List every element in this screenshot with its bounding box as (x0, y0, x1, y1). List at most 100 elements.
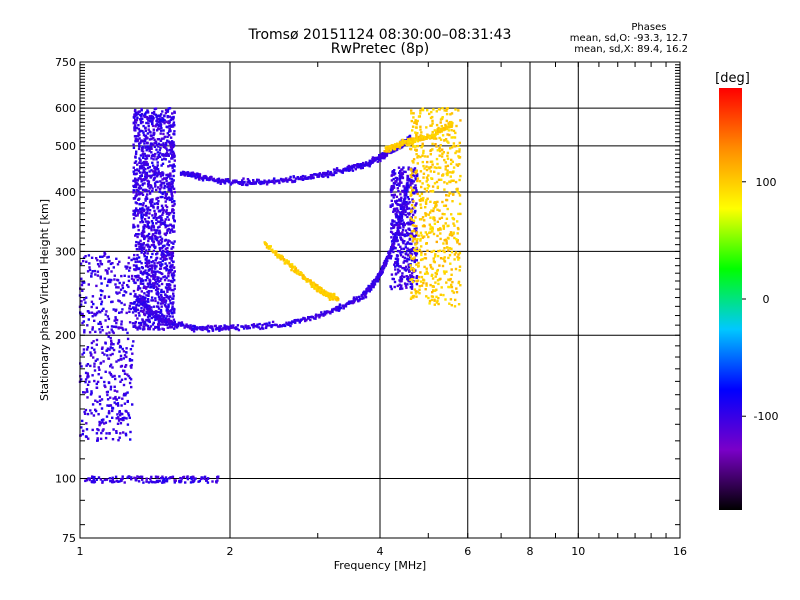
data-point (99, 262, 103, 265)
data-point (441, 134, 445, 137)
data-point (157, 292, 160, 295)
data-point (424, 272, 427, 275)
data-point (112, 331, 115, 335)
data-point (159, 175, 163, 178)
data-point (149, 325, 153, 328)
data-point (150, 120, 154, 123)
data-point (243, 180, 246, 184)
data-point (385, 262, 388, 265)
data-point (307, 280, 310, 283)
data-point (395, 214, 399, 217)
data-point (430, 298, 434, 302)
data-point (195, 326, 199, 329)
data-point (440, 117, 444, 120)
data-point (442, 151, 445, 154)
data-point (314, 313, 318, 316)
data-point (400, 275, 403, 279)
data-point (163, 184, 166, 188)
data-point (144, 199, 147, 202)
data-point (309, 279, 312, 282)
data-point (455, 238, 458, 241)
data-point (457, 303, 461, 306)
data-point (160, 204, 164, 207)
data-point (170, 183, 173, 186)
data-point (165, 231, 169, 235)
data-point (401, 238, 404, 241)
data-point (342, 307, 345, 310)
data-point (403, 186, 406, 189)
data-point (150, 275, 153, 278)
data-point (411, 280, 415, 284)
data-point (413, 227, 416, 231)
data-point (118, 436, 121, 439)
data-point (189, 481, 193, 484)
data-point (172, 144, 175, 148)
data-point (207, 177, 210, 180)
data-point (441, 107, 444, 110)
data-point (141, 279, 144, 282)
data-point (303, 317, 306, 320)
data-point (159, 209, 162, 212)
data-point (145, 211, 148, 215)
data-point (152, 154, 155, 157)
data-point (401, 266, 404, 270)
data-point (439, 257, 443, 260)
data-point (142, 114, 146, 117)
data-point (395, 183, 399, 186)
data-point (172, 292, 175, 295)
data-point (172, 307, 175, 311)
data-point (395, 223, 399, 227)
data-point (333, 294, 336, 297)
data-point (165, 296, 168, 299)
data-point (119, 418, 122, 421)
data-point (93, 351, 97, 354)
data-point (396, 228, 400, 231)
data-point (143, 142, 146, 145)
data-point (98, 395, 101, 398)
data-point (196, 175, 199, 179)
phases-stats: Phases mean, sd,O: -93.3, 12.7 mean, sd,… (570, 22, 688, 55)
data-point (398, 232, 401, 235)
data-point (412, 137, 415, 140)
data-point (399, 245, 402, 248)
data-point (368, 160, 372, 163)
data-point (246, 181, 249, 184)
data-point (399, 205, 403, 208)
data-point (198, 326, 202, 330)
data-point (87, 283, 90, 286)
data-point (421, 142, 424, 145)
data-point (91, 476, 94, 479)
data-point (406, 178, 409, 181)
data-point (392, 237, 396, 240)
data-point (154, 312, 158, 315)
data-point (118, 291, 121, 294)
data-point (331, 308, 334, 311)
data-point (135, 191, 138, 195)
data-point (162, 143, 165, 146)
data-point (414, 249, 417, 252)
data-point (180, 477, 183, 480)
data-point (339, 169, 342, 173)
data-point (419, 271, 422, 274)
data-point (161, 206, 165, 210)
data-point (99, 277, 102, 280)
data-point (438, 217, 441, 220)
data-point (153, 112, 156, 116)
data-point (141, 478, 144, 481)
data-point (398, 146, 402, 149)
data-point (311, 315, 314, 319)
phases-o-stats: mean, sd,O: -93.3, 12.7 (569, 33, 688, 44)
data-point (163, 186, 166, 190)
data-point (156, 290, 159, 294)
data-point (450, 268, 453, 271)
data-point (96, 439, 99, 442)
data-point (167, 165, 170, 168)
data-point (412, 221, 415, 224)
data-point (100, 376, 103, 379)
data-point (156, 261, 159, 265)
data-point (411, 249, 415, 252)
data-point (393, 143, 397, 146)
data-point (117, 359, 120, 362)
data-point (110, 373, 113, 377)
data-point (115, 402, 118, 406)
